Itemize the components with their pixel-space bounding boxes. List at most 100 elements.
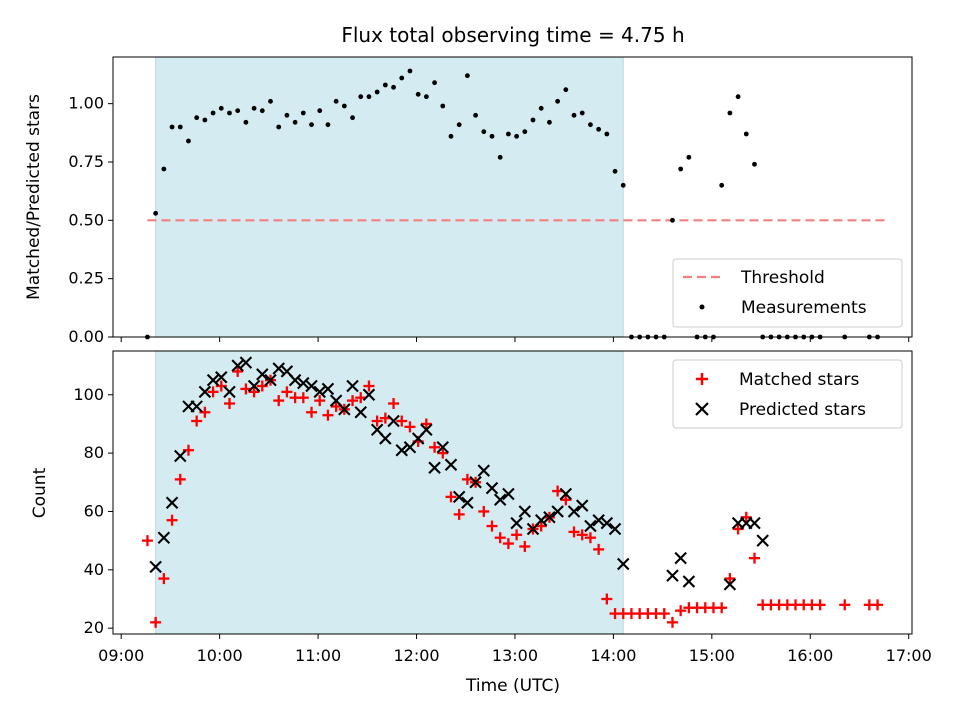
x-tick-label: 14:00 (590, 646, 636, 665)
measurement-point (456, 122, 462, 128)
matched-stars-points (141, 365, 884, 628)
measurement-point (169, 124, 175, 130)
measurement-point (300, 110, 306, 116)
measurement-point (481, 129, 487, 135)
legend-predicted-swatch (695, 402, 709, 416)
measurement-point (407, 68, 413, 74)
predicted-star-point (510, 516, 523, 530)
predicted-star-point (493, 493, 507, 507)
measurement-point (538, 105, 544, 111)
matched-star-point (666, 616, 678, 628)
predicted-star-point (682, 575, 696, 588)
matched-star-point (658, 608, 670, 620)
matched-star-point (150, 616, 162, 628)
measurement-point (333, 98, 339, 104)
y-tick-label: 0.25 (68, 269, 104, 288)
measurement-point (620, 182, 626, 188)
predicted-star-point (534, 513, 548, 527)
predicted-star-point (584, 519, 597, 533)
measurement-point (727, 110, 733, 116)
x-tick-label: 09:00 (98, 646, 144, 665)
predicted-star-point (756, 534, 769, 547)
predicted-star-point (149, 560, 162, 574)
matched-star-point (273, 395, 285, 407)
predicted-star-point (461, 496, 474, 509)
y-tick-label: 0.00 (68, 327, 104, 346)
measurement-point (317, 108, 323, 114)
measurement-point (218, 105, 224, 111)
matched-star-point (502, 538, 514, 550)
measurement-point (259, 108, 265, 114)
measurement-point (161, 166, 167, 172)
predicted-star-point (617, 557, 630, 571)
measurement-point (235, 108, 241, 114)
predicted-star-point (239, 356, 253, 369)
measurement-point (325, 122, 331, 128)
matched-star-point (716, 602, 728, 614)
measurement-point (752, 161, 757, 167)
predicted-star-point (231, 359, 244, 372)
matched-star-point (675, 605, 687, 617)
predicted-star-point (452, 490, 466, 504)
predicted-star-point (288, 373, 302, 387)
predicted-star-point (485, 481, 499, 495)
predicted-stars-points (149, 356, 769, 591)
matched-star-point (601, 593, 613, 605)
matched-star-point (420, 418, 432, 430)
measurement-point (514, 133, 520, 139)
matched-star-point (576, 529, 588, 541)
measurement-point (588, 122, 593, 128)
measurement-point (464, 73, 470, 79)
predicted-star-point (666, 569, 679, 582)
predicted-star-point (313, 385, 326, 399)
bottom-legend: Matched stars Predicted stars (672, 359, 903, 429)
predicted-star-point (428, 461, 441, 474)
matched-star-point (453, 508, 465, 520)
legend-predicted-label: Predicted stars (739, 400, 866, 420)
measurement-point (251, 105, 257, 111)
predicted-star-point (305, 379, 318, 393)
matched-star-point (839, 599, 851, 611)
matched-star-point (748, 552, 760, 564)
top-legend-box (672, 258, 903, 328)
measurement-point (522, 129, 528, 135)
predicted-star-point (165, 496, 179, 509)
measurement-point (202, 117, 208, 123)
measurement-point (186, 138, 191, 144)
x-tick-label: 10:00 (197, 646, 243, 665)
top-x-ticks (120, 337, 910, 342)
predicted-star-point (436, 441, 450, 454)
predicted-star-point (321, 382, 335, 396)
predicted-star-point (338, 403, 351, 416)
matched-star-point (141, 535, 153, 547)
x-tick-label: 15:00 (689, 646, 735, 665)
legend-matched-label: Matched stars (739, 370, 859, 390)
x-tick-label: 16:00 (787, 646, 833, 665)
measurement-point (399, 75, 405, 81)
matched-star-point (535, 520, 547, 532)
matched-star-point (429, 441, 441, 453)
matched-star-point (478, 505, 490, 517)
matched-star-point (486, 520, 498, 532)
measurement-point (563, 87, 569, 93)
matched-star-point (404, 421, 416, 433)
matched-star-point (437, 447, 449, 459)
predicted-star-point (600, 516, 614, 530)
legend-measurement-swatch (699, 304, 705, 310)
matched-star-point (584, 532, 596, 544)
measurement-point (177, 124, 183, 130)
y-tick-label: 1.00 (68, 94, 104, 113)
measurement-point (366, 94, 372, 100)
measurement-point (596, 126, 602, 132)
predicted-star-point (444, 458, 458, 472)
bottom-x-ticks: 09:00 10:00 11:00 12:00 13:00 14:00 15:00 16:00… (98, 634, 932, 665)
predicted-star-point (592, 513, 605, 527)
matched-star-point (191, 415, 203, 427)
y-tick-label: 40 (84, 560, 104, 579)
predicted-star-point (174, 449, 187, 463)
measurement-point (423, 94, 429, 100)
matched-star-point (593, 543, 605, 555)
measurement-point (292, 119, 298, 125)
predicted-star-point (190, 400, 203, 413)
measurement-point (686, 154, 692, 160)
